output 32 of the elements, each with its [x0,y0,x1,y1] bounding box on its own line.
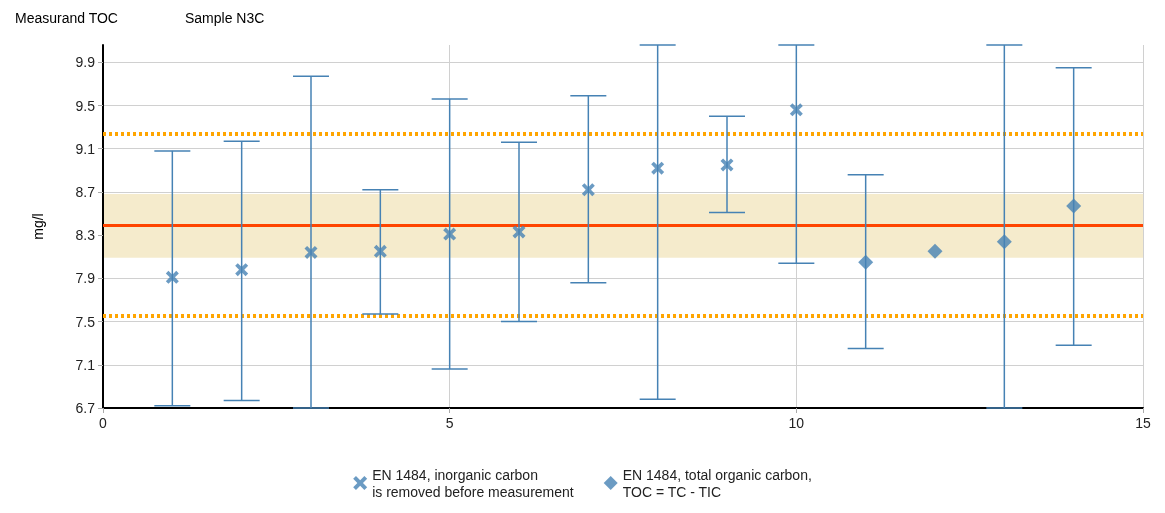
y-tick-label: 7.5 [75,313,96,330]
y-tick-label: 7.1 [75,356,96,373]
point [304,245,318,259]
point [235,263,249,277]
y-tick-label: 8.3 [75,227,96,244]
point [373,244,387,258]
point [651,161,665,175]
point [443,227,457,241]
x-tick-label: 10 [788,415,805,431]
point [165,270,179,284]
y-tick-label: 8.7 [75,183,96,200]
y-tick-label: 6.7 [75,400,96,416]
y-tick-label: 7.9 [75,270,96,287]
point [720,158,734,172]
x-tick-label: 5 [445,415,454,431]
point [858,254,874,270]
y-axis-title: mg/l [30,213,46,240]
y-tick-label: 9.5 [75,97,96,114]
y-tick-label: 9.9 [75,54,96,71]
point [1066,198,1082,214]
y-tick-label: 9.1 [75,140,96,157]
point [927,243,943,259]
chart-subtitle: Sample N3C [185,10,265,26]
legend-label: EN 1484, total organic carbon, TOC = TC - TIC [622,466,812,500]
point [789,103,803,117]
x-tick-label: 0 [99,415,108,431]
point [581,183,595,197]
point [512,225,526,239]
x-tick-label: 15 [1135,415,1151,431]
legend-label: EN 1484, inorganic carbon is removed before measurement [372,466,574,500]
chart-title: Measurand TOC [15,10,118,26]
point [996,234,1012,250]
